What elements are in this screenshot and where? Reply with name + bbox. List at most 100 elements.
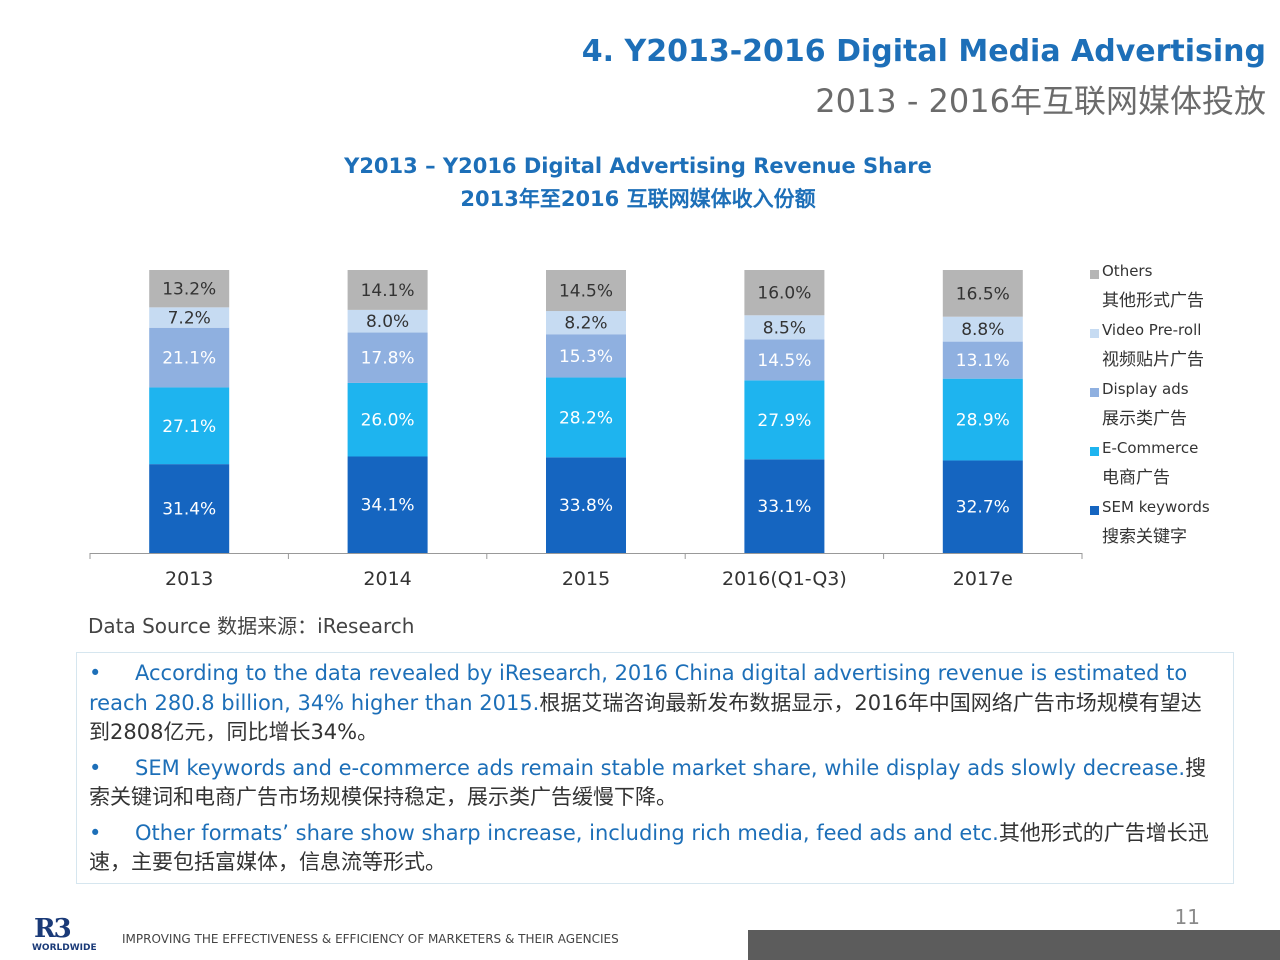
x-tick-label: 2017e xyxy=(953,568,1013,590)
bar-segment-e-commerce xyxy=(546,377,626,458)
legend-item-others: Others 其他形式广告 xyxy=(1090,262,1270,321)
legend-label-zh: 视频贴片广告 xyxy=(1102,350,1204,370)
bar-segment-video-pre-roll xyxy=(347,309,428,333)
data-label: 16.5% xyxy=(956,284,1010,304)
logo-subtext: WORLDWIDE xyxy=(32,943,97,953)
legend-swatch-sem-keywords xyxy=(1090,506,1099,515)
bar-segment-sem-keywords xyxy=(149,464,230,553)
bar-segment-video-pre-roll xyxy=(942,316,1023,342)
legend-swatch-others xyxy=(1090,270,1099,279)
slide-title-en: 4. Y2013-2016 Digital Media Advertising xyxy=(581,34,1266,69)
data-label: 13.2% xyxy=(162,280,216,300)
data-label: 8.8% xyxy=(961,320,1004,340)
note-text-en: SEM keywords and e-commerce ads remain s… xyxy=(135,755,1186,780)
data-label: 8.5% xyxy=(763,318,806,338)
data-label: 17.8% xyxy=(361,349,415,369)
bar-segment-sem-keywords xyxy=(546,457,626,553)
data-label: 14.5% xyxy=(559,282,613,302)
bar-segment-sem-keywords xyxy=(347,456,428,553)
data-label: 28.9% xyxy=(956,411,1010,431)
note-text-en: Other formats’ share show sharp increase… xyxy=(135,820,999,845)
legend-item-video-preroll: Video Pre-roll 视频贴片广告 xyxy=(1090,321,1270,380)
note-text-zh: 根据艾瑞咨询最新发布数据显示，2016年中国网络广告市场规模有望达到2808亿元… xyxy=(89,690,1202,745)
data-label: 14.1% xyxy=(361,281,415,301)
data-label: 31.4% xyxy=(162,500,216,520)
legend-item-display-ads: Display ads 展示类广告 xyxy=(1090,380,1270,439)
r3-logo: R3 WORLDWIDE xyxy=(30,914,100,956)
bar-segment-e-commerce xyxy=(942,378,1023,461)
legend-label-en: SEM keywords xyxy=(1102,498,1210,516)
bar-segment-video-pre-roll xyxy=(546,311,626,335)
bullet: • xyxy=(89,820,102,845)
legend-label-en: E-Commerce xyxy=(1102,439,1199,457)
data-label: 14.5% xyxy=(757,351,811,371)
notes-box: • According to the data revealed by iRese… xyxy=(76,652,1234,884)
data-label: 26.0% xyxy=(361,411,415,431)
footer-tagline: IMPROVING THE EFFECTIVENESS & EFFICIENCY… xyxy=(122,932,619,946)
x-tick-label: 2014 xyxy=(363,568,411,590)
data-label: 32.7% xyxy=(956,498,1010,518)
data-label: 33.1% xyxy=(757,497,811,517)
footer-bar xyxy=(748,930,1280,960)
data-source: Data Source 数据来源：iResearch xyxy=(88,614,415,638)
legend-label-en: Video Pre-roll xyxy=(1102,321,1202,339)
legend-swatch-video-preroll xyxy=(1090,329,1099,338)
legend-item-ecommerce: E-Commerce 电商广告 xyxy=(1090,439,1270,498)
bar-segment-display-ads xyxy=(546,334,626,378)
bar-segment-others xyxy=(942,270,1023,317)
bar-segment-display-ads xyxy=(149,327,230,388)
stacked-bar-chart: 31.4% 27.1% 21.1% 7.2% 13.2% 2013 34.1% 26.0% 17… xyxy=(89,270,1083,590)
data-label: 34.1% xyxy=(361,496,415,516)
bar-segment-others xyxy=(744,270,825,316)
data-label: 16.0% xyxy=(757,284,811,304)
bar-segment-sem-keywords xyxy=(942,460,1023,553)
legend-label-en: Others xyxy=(1102,262,1153,280)
note-text-en: According to the data revealed by iResea… xyxy=(89,661,1188,715)
data-label: 28.2% xyxy=(559,408,613,428)
legend-label-en: Display ads xyxy=(1102,380,1189,398)
legend-label-zh: 展示类广告 xyxy=(1102,409,1187,429)
data-label: 27.9% xyxy=(757,411,811,431)
data-label: 13.1% xyxy=(956,351,1010,371)
data-label: 7.2% xyxy=(168,309,211,329)
data-label: 27.1% xyxy=(162,417,216,437)
bullet: • xyxy=(89,755,102,780)
bar-segment-display-ads xyxy=(347,332,428,383)
legend-swatch-display-ads xyxy=(1090,388,1099,397)
chart-title: Y2013 – Y2016 Digital Advertising Revenu… xyxy=(344,154,932,178)
legend-item-sem-keywords: SEM keywords 搜索关键字 xyxy=(1090,498,1270,557)
x-tick-label: 2015 xyxy=(562,568,610,590)
slide-title-zh: 2013 - 2016年互联网媒体投放 xyxy=(815,82,1266,120)
logo-mark: R3 xyxy=(34,914,72,944)
chart-subtitle: 2013年至2016 互联网媒体收入份额 xyxy=(460,187,816,211)
data-label: 15.3% xyxy=(559,347,613,367)
bar-segment-e-commerce xyxy=(347,382,428,457)
note-item: • Other formats’ share show sharp increas… xyxy=(89,819,1221,878)
data-label: 8.2% xyxy=(564,314,607,334)
legend-swatch-ecommerce xyxy=(1090,447,1099,456)
page-number: 11 xyxy=(1174,905,1200,929)
bullet: • xyxy=(89,661,102,685)
note-item: • SEM keywords and e-commerce ads remain … xyxy=(89,754,1221,813)
note-text-zh: 搜索关键词和电商广告市场规模保持稳定，展示类广告缓慢下降。 xyxy=(89,755,1207,810)
bar-segment-others xyxy=(546,270,626,312)
legend-label-zh: 其他形式广告 xyxy=(1102,291,1204,311)
note-text-zh: 其他形式的广告增长迅速，主要包括富媒体，信息流等形式。 xyxy=(89,820,1209,875)
x-tick-label: 2016(Q1-Q3) xyxy=(722,568,847,590)
note-item: • According to the data revealed by iRese… xyxy=(89,659,1221,748)
legend-label-zh: 搜索关键字 xyxy=(1102,527,1187,547)
bar-segment-video-pre-roll xyxy=(149,307,230,328)
bar-segment-others xyxy=(347,270,428,310)
legend-label-zh: 电商广告 xyxy=(1102,468,1170,488)
chart-legend: Others 其他形式广告 Video Pre-roll 视频贴片广告 Disp… xyxy=(1090,262,1270,557)
data-label: 8.0% xyxy=(366,312,409,332)
bar-segment-sem-keywords xyxy=(744,459,825,553)
x-tick-label: 2013 xyxy=(165,568,213,590)
bar-segment-e-commerce xyxy=(149,387,230,465)
bar-segment-display-ads xyxy=(744,339,825,381)
bar-segment-e-commerce xyxy=(744,380,825,460)
bar-segment-display-ads xyxy=(942,341,1023,379)
data-label: 33.8% xyxy=(559,496,613,516)
data-label: 21.1% xyxy=(162,349,216,369)
bar-segment-others xyxy=(149,270,230,308)
